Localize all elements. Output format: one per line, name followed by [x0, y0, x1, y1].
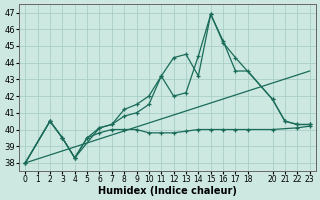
X-axis label: Humidex (Indice chaleur): Humidex (Indice chaleur)	[98, 186, 237, 196]
